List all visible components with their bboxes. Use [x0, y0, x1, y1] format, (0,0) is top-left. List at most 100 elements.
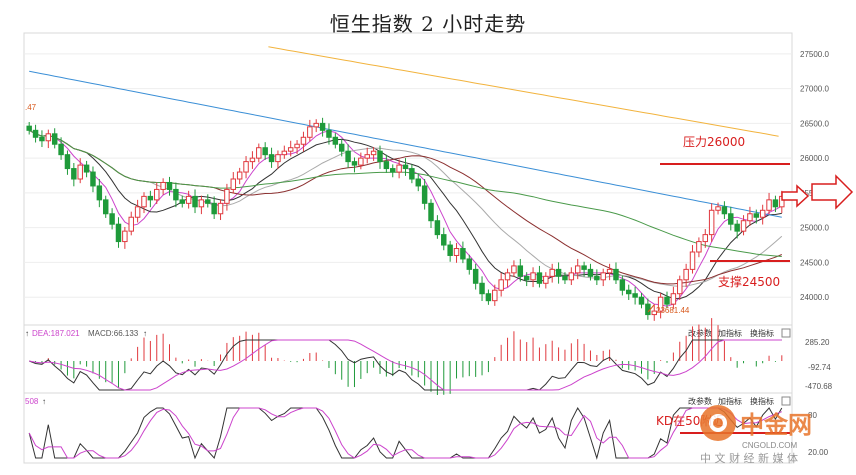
candle-body [632, 293, 638, 298]
macd-panel-frame [23, 324, 793, 394]
candle-body [574, 265, 581, 274]
candle-body [230, 178, 237, 190]
candle-body [134, 206, 141, 218]
candle-body [217, 202, 224, 215]
macd-btn-params[interactable]: 改参数 [688, 328, 712, 338]
candle-body [185, 195, 192, 204]
candle-body [677, 279, 683, 295]
macd-tick-0: 285.20 [805, 338, 830, 347]
kd-btn-add[interactable]: 加指标 [718, 396, 742, 406]
candle-body [555, 268, 562, 277]
candle-body [728, 213, 734, 225]
candle-body [275, 154, 281, 163]
kd-series [28, 406, 783, 460]
candle-body [511, 265, 517, 274]
candle-body [390, 168, 396, 173]
candle-body [122, 230, 128, 243]
kd-btn-params[interactable]: 改参数 [688, 396, 712, 406]
candle-body [115, 223, 122, 243]
kd-close-icon[interactable] [781, 396, 791, 406]
macd-btn-switch[interactable]: 换指标 [750, 328, 774, 338]
kd-tick-80: 80 [808, 411, 817, 420]
candle-body [364, 154, 370, 159]
candle-body [256, 147, 262, 159]
candle-body [71, 168, 77, 180]
candle-body [51, 133, 58, 145]
candle-body [568, 272, 575, 281]
candle-body [128, 216, 134, 232]
watermark-subtitle: 中 文 财 经 新 媒 体 [700, 451, 798, 465]
kd-d-line [28, 407, 782, 459]
candle-body [294, 143, 300, 149]
candle-body [460, 248, 466, 260]
candle-body [192, 195, 198, 208]
candle-body [428, 202, 434, 222]
candle-body [689, 251, 696, 270]
candle-body [109, 213, 115, 225]
macd-dea-line [29, 339, 782, 391]
kd-left-label: 508 [25, 397, 39, 406]
candle-body [472, 268, 479, 284]
candle-body [415, 178, 421, 187]
candle-body [287, 147, 294, 152]
candle-body [58, 143, 64, 156]
macd-btn-add[interactable]: 加指标 [718, 328, 742, 338]
kd-btn-switch[interactable]: 换指标 [750, 396, 774, 406]
candle-body [657, 296, 664, 312]
candle-body [517, 265, 524, 277]
candle-body [300, 136, 307, 145]
candle-body [504, 272, 511, 281]
forecast-arrow-icon [781, 184, 810, 208]
resistance-label: 压力26000 [683, 135, 745, 149]
candle-body [562, 275, 568, 281]
ma20-line [28, 129, 783, 287]
y-tick-label: 26500.0 [800, 119, 829, 128]
macd-series [29, 318, 783, 396]
candle-body [160, 181, 166, 190]
candle-body [83, 164, 90, 173]
candle-body [721, 206, 728, 215]
candle-body [64, 154, 71, 170]
candle-body [179, 199, 185, 204]
watermark-domain: CNGOLD.COM [742, 441, 797, 450]
support-label: 支撑24500 [718, 274, 780, 289]
forecast-arrow-icon-2 [811, 174, 854, 210]
candle-body [715, 206, 721, 211]
ma-long-orange-line [268, 46, 779, 137]
macd-label: MACD:66.133 [88, 329, 139, 338]
macd-arrow-icon: ↑ [25, 329, 29, 338]
candle-body [626, 289, 632, 295]
candle-body [345, 150, 351, 163]
candle-body [766, 199, 772, 211]
candle-body [402, 164, 409, 170]
watermark-name: 中金网 [740, 411, 812, 439]
candle-body [740, 220, 747, 232]
kd-panel-frame [23, 392, 793, 464]
candle-body [645, 303, 651, 316]
candle-body [96, 185, 103, 201]
ma-long-blue-line [29, 70, 782, 218]
low-label: 23681.44 [656, 306, 690, 315]
candle-body [530, 272, 536, 281]
candle-body [708, 209, 715, 236]
macd-close-icon[interactable] [781, 328, 791, 338]
candle-body [759, 209, 766, 218]
candle-body [383, 161, 390, 170]
candle-body [772, 199, 779, 208]
macd-tick-2: -470.68 [805, 382, 833, 391]
candle-body [651, 310, 657, 316]
main-y-axis: 24000.024500.025000.025500.026000.026500… [800, 50, 829, 302]
candle-body [498, 279, 504, 291]
candle-body [77, 164, 83, 180]
left-edge-label: .47 [25, 103, 37, 112]
candle-body [249, 157, 256, 163]
candle-body [670, 293, 677, 305]
watermark-logo [700, 405, 736, 441]
candle-body [594, 275, 600, 281]
candle-body [332, 136, 339, 145]
y-tick-label: 26000.0 [800, 154, 829, 163]
candle-body [492, 289, 498, 302]
candle-body [638, 296, 645, 305]
candle-body [447, 244, 453, 256]
